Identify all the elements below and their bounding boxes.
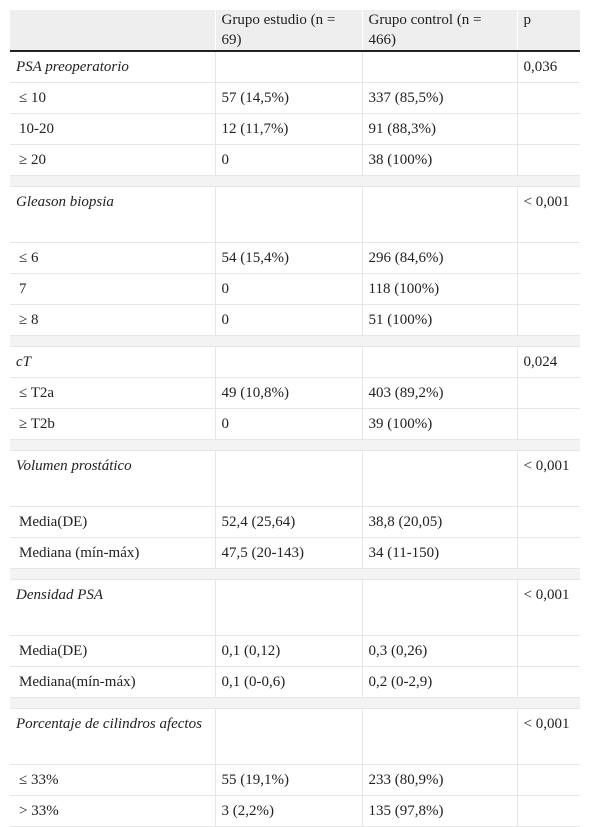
section-label: PSA preoperatorio: [10, 51, 215, 83]
control-value: 38 (100%): [361, 144, 517, 176]
study-value: 0: [214, 408, 362, 440]
row-label: ≤ 6: [10, 242, 215, 274]
header-control-group: Grupo control (n = 466): [361, 10, 517, 52]
study-value: 54 (15,4%): [214, 242, 362, 274]
control-value: 135 (97,8%): [361, 795, 517, 827]
section-label: Densidad PSA: [10, 579, 215, 636]
p-value: < 0,001: [516, 450, 580, 507]
study-value: 57 (14,5%): [214, 82, 362, 114]
study-value: 0: [214, 144, 362, 176]
control-value: 34 (11-150): [361, 537, 517, 569]
section-spacer: [10, 335, 580, 347]
table-row: > 33% 3 (2,2%) 135 (97,8%): [10, 795, 580, 827]
table-row: ≥ 8 0 51 (100%): [10, 304, 580, 336]
control-value: 51 (100%): [361, 304, 517, 336]
study-value: 0: [214, 304, 362, 336]
row-label: ≥ 20: [10, 144, 215, 176]
study-value: 0: [214, 273, 362, 305]
section-spacer: [10, 697, 580, 709]
table-row: ≤ 6 54 (15,4%) 296 (84,6%): [10, 242, 580, 274]
study-value: 47,5 (20-143): [214, 537, 362, 569]
section-spacer: [10, 175, 580, 187]
row-label: 10-20: [10, 113, 215, 145]
p-value: 0,036: [516, 51, 580, 83]
row-label: ≥ T2b: [10, 408, 215, 440]
control-value: 118 (100%): [361, 273, 517, 305]
table-row: ≥ T2b 0 39 (100%): [10, 408, 580, 440]
p-value: < 0,001: [516, 579, 580, 636]
table-row: ≤ 33% 55 (19,1%) 233 (80,9%): [10, 764, 580, 796]
table-row: Mediana(mín-máx) 0,1 (0-0,6) 0,2 (0-2,9): [10, 666, 580, 698]
control-value: 403 (89,2%): [361, 377, 517, 409]
section-row: Densidad PSA < 0,001: [10, 579, 580, 636]
table-row: ≤ 10 57 (14,5%) 337 (85,5%): [10, 82, 580, 114]
row-label: Mediana (mín-máx): [10, 537, 215, 569]
p-value: 0,024: [516, 346, 580, 378]
table-row: Media(DE) 52,4 (25,64) 38,8 (20,05): [10, 506, 580, 538]
control-value: 38,8 (20,05): [361, 506, 517, 538]
header-study-group: Grupo estudio (n = 69): [214, 10, 362, 52]
table-row: ≥ 20 0 38 (100%): [10, 144, 580, 176]
data-table: Grupo estudio (n = 69) Grupo control (n …: [10, 10, 580, 827]
control-value: 296 (84,6%): [361, 242, 517, 274]
study-value: 49 (10,8%): [214, 377, 362, 409]
control-value: 337 (85,5%): [361, 82, 517, 114]
section-spacer: [10, 439, 580, 451]
row-label: 7: [10, 273, 215, 305]
section-label: cT: [10, 346, 215, 378]
study-value: 55 (19,1%): [214, 764, 362, 796]
row-label: ≥ 8: [10, 304, 215, 336]
header-p-value: p: [516, 10, 580, 52]
row-label: ≤ T2a: [10, 377, 215, 409]
study-value: 12 (11,7%): [214, 113, 362, 145]
row-label: ≤ 33%: [10, 764, 215, 796]
table-row: Mediana (mín-máx) 47,5 (20-143) 34 (11-1…: [10, 537, 580, 569]
control-value: 91 (88,3%): [361, 113, 517, 145]
control-value: 39 (100%): [361, 408, 517, 440]
section-label: Gleason biopsia: [10, 186, 215, 243]
table-row: Media(DE) 0,1 (0,12) 0,3 (0,26): [10, 635, 580, 667]
study-value: 3 (2,2%): [214, 795, 362, 827]
section-spacer: [10, 568, 580, 580]
section-row: Volumen prostático < 0,001: [10, 450, 580, 507]
section-label: Volumen prostático: [10, 450, 215, 507]
section-row: PSA preoperatorio 0,036: [10, 51, 580, 83]
p-value: < 0,001: [516, 186, 580, 243]
study-value: 52,4 (25,64): [214, 506, 362, 538]
row-label: ≤ 10: [10, 82, 215, 114]
header-row: Grupo estudio (n = 69) Grupo control (n …: [10, 10, 580, 52]
study-value: 0,1 (0,12): [214, 635, 362, 667]
section-row: Gleason biopsia < 0,001: [10, 186, 580, 243]
header-variable: [10, 10, 215, 52]
control-value: 0,2 (0-2,9): [361, 666, 517, 698]
section-row: cT 0,024: [10, 346, 580, 378]
control-value: 233 (80,9%): [361, 764, 517, 796]
row-label: Media(DE): [10, 506, 215, 538]
table-row: 7 0 118 (100%): [10, 273, 580, 305]
section-row: Porcentaje de cilindros afectos < 0,001: [10, 708, 580, 765]
section-label: Porcentaje de cilindros afectos: [10, 708, 215, 765]
table-row: 10-20 12 (11,7%) 91 (88,3%): [10, 113, 580, 145]
row-label: > 33%: [10, 795, 215, 827]
control-value: 0,3 (0,26): [361, 635, 517, 667]
table-row: ≤ T2a 49 (10,8%) 403 (89,2%): [10, 377, 580, 409]
study-value: 0,1 (0-0,6): [214, 666, 362, 698]
row-label: Mediana(mín-máx): [10, 666, 215, 698]
p-value: < 0,001: [516, 708, 580, 765]
row-label: Media(DE): [10, 635, 215, 667]
